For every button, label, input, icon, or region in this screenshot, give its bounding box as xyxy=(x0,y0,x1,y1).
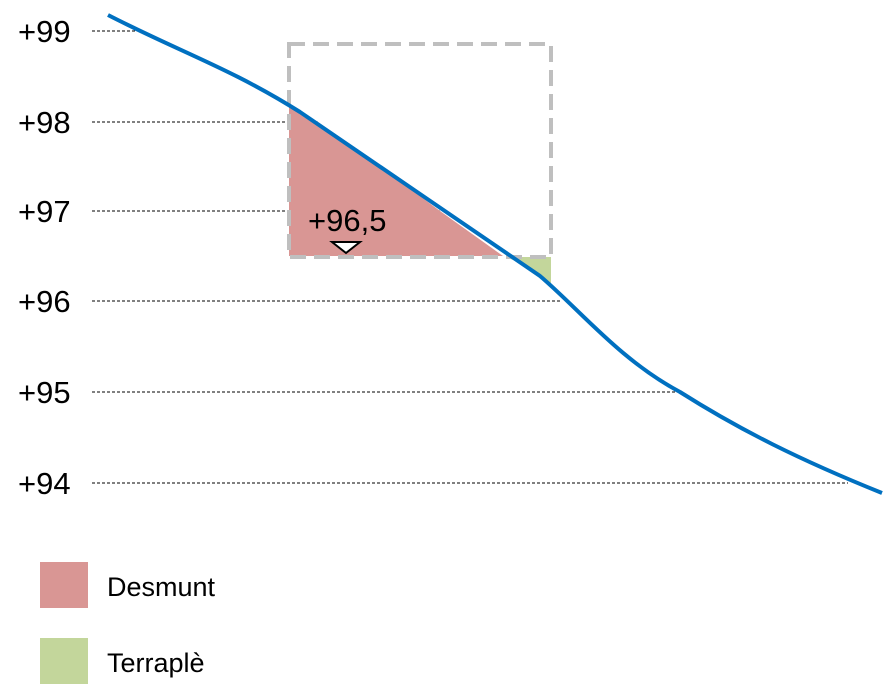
legend-swatch-desmunt xyxy=(40,562,88,608)
legend-swatch-terraple xyxy=(40,638,88,684)
terrain-profile-line xyxy=(107,13,883,495)
level-labels: +99 +98 +97 +96 +95 +94 xyxy=(18,14,71,501)
platform-level-label: +96,5 xyxy=(308,203,386,238)
legend: Desmunt Terraplè xyxy=(40,562,216,684)
level-label-96: +96 xyxy=(18,284,71,319)
level-label-99: +99 xyxy=(18,14,71,49)
legend-label-desmunt: Desmunt xyxy=(107,572,216,602)
level-label-97: +97 xyxy=(18,194,71,229)
platform-box xyxy=(287,42,553,259)
level-label-98: +98 xyxy=(18,105,71,140)
legend-label-terraple: Terraplè xyxy=(107,648,205,678)
level-label-95: +95 xyxy=(18,375,71,410)
level-marker-triangle-icon xyxy=(329,241,363,255)
level-label-94: +94 xyxy=(18,466,71,501)
fill-area xyxy=(506,257,551,284)
